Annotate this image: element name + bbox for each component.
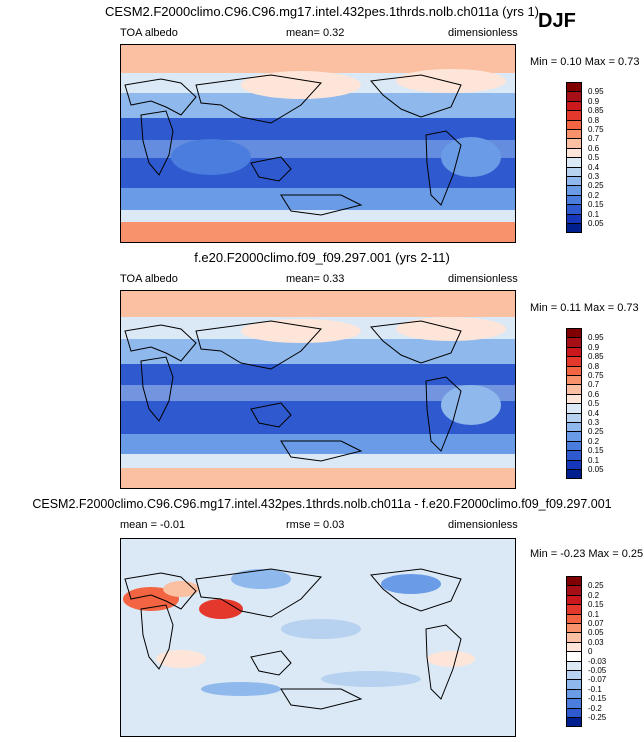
colorbar-tick-label: -0.07 xyxy=(588,675,607,685)
colorbar-tick-label: 0.9 xyxy=(588,342,600,352)
panel3-colorbar: 0.25 0.2 0.15 0.1 0.07 0.05 0.03 0 -0.03 -0.05 -0.… xyxy=(566,576,626,736)
panel2-title: f.e20.F2000climo.f09_f09.297.001 (yrs 2-… xyxy=(194,250,450,265)
panel2-map xyxy=(120,290,516,489)
p3-negative-anomaly xyxy=(381,574,441,594)
panel1-units-label: dimensionless xyxy=(448,27,518,39)
panel2-colorbar: 0.95 0.9 0.85 0.8 0.75 0.7 0.6 0.5 0.4 0.3 0.25 0.2… xyxy=(566,328,626,488)
panel1-minmax: Min = 0.10 Max = 0.73 xyxy=(530,56,640,68)
colorbar-tick-label: 0 xyxy=(588,647,593,657)
colorbar-tick-label: 0.7 xyxy=(588,134,600,144)
colorbar-tick-label: 0.95 xyxy=(588,333,604,343)
panel2-mean-label: mean= 0.33 xyxy=(286,273,345,285)
panel3-title: CESM2.F2000climo.C96.C96.mg17.intel.432p… xyxy=(32,497,612,511)
colorbar-tick-label: 0.03 xyxy=(588,637,604,647)
colorbar-tick-label: 0.95 xyxy=(588,87,604,97)
panel3-map xyxy=(120,538,516,737)
colorbar-tick-label: 0.5 xyxy=(588,153,600,163)
colorbar-tick-label: 0.75 xyxy=(588,125,604,134)
colorbar-tick-label: 0.8 xyxy=(588,361,600,371)
colorbar-tick-label: 0.1 xyxy=(588,609,600,619)
colorbar-tick-label: 0.2 xyxy=(588,190,600,200)
panel1-colorbar: 0.95 0.9 0.85 0.8 0.75 0.7 0.6 0.5 0.4 0.3 0.25 0.2… xyxy=(566,82,626,242)
colorbar-tick-label: 0.25 xyxy=(588,581,604,591)
panel1-variable-label: TOA albedo xyxy=(120,27,178,39)
colorbar-tick-label: 0.2 xyxy=(588,590,600,600)
colorbar-tick-label: 0.05 xyxy=(588,465,604,474)
colorbar-tick-label: 0.2 xyxy=(588,436,600,446)
p2-antarctic-band xyxy=(121,468,515,488)
colorbar-tick-label: 0.3 xyxy=(588,418,600,427)
panel3-minmax: Min = -0.23 Max = 0.25 xyxy=(530,548,644,560)
panel2-units-label: dimensionless xyxy=(448,273,518,285)
colorbar-tick-label: 0.75 xyxy=(588,371,604,380)
colorbar-tick-label: 0.6 xyxy=(588,143,600,153)
p1-antarctic-band xyxy=(121,222,515,242)
colorbar-swatch xyxy=(566,717,582,728)
season-label: DJF xyxy=(538,10,576,32)
colorbar-tick-label: 0.5 xyxy=(588,399,600,409)
colorbar-tick-label: 0.4 xyxy=(588,162,600,172)
colorbar-tick-label: -0.15 xyxy=(588,694,607,704)
colorbar-tick-label: 0.15 xyxy=(588,200,604,210)
colorbar-tick-label: 0.05 xyxy=(588,219,604,228)
colorbar-tick-label: 0.4 xyxy=(588,408,600,418)
panel3-units-label: dimensionless xyxy=(448,519,518,531)
p2-arctic-band xyxy=(121,291,515,317)
colorbar-tick-label: 0.85 xyxy=(588,352,604,362)
colorbar-tick-label: 0.3 xyxy=(588,172,600,181)
colorbar-tick-label: -0.05 xyxy=(588,666,607,675)
panel1-map xyxy=(120,44,516,243)
panel3-mean-label: mean = -0.01 xyxy=(120,519,186,531)
colorbar-tick-label: 0.25 xyxy=(588,181,604,191)
colorbar-tick-label: -0.1 xyxy=(588,684,602,694)
colorbar-tick-label: -0.25 xyxy=(588,713,607,722)
colorbar-tick-label: 0.8 xyxy=(588,115,600,125)
colorbar-swatch xyxy=(566,469,582,480)
panel2-minmax: Min = 0.11 Max = 0.73 xyxy=(530,302,639,314)
panel3-rmse-label: rmse = 0.03 xyxy=(286,519,345,531)
colorbar-tick-label: 0.25 xyxy=(588,427,604,437)
panel1-title: CESM2.F2000climo.C96.C96.mg17.intel.432p… xyxy=(104,4,540,19)
colorbar-tick-label: 0.85 xyxy=(588,106,604,116)
colorbar-tick-label: 0.1 xyxy=(588,455,600,465)
colorbar-tick-label: 0.6 xyxy=(588,389,600,399)
colorbar-tick-label: 0.15 xyxy=(588,600,604,610)
colorbar-tick-label: 0.05 xyxy=(588,628,604,638)
panel1-mean-label: mean= 0.32 xyxy=(286,27,345,39)
colorbar-tick-label: 0.15 xyxy=(588,446,604,456)
colorbar-swatch xyxy=(566,223,582,234)
colorbar-tick-label: 0.07 xyxy=(588,619,604,628)
colorbar-tick-label: 0.9 xyxy=(588,96,600,106)
p1-arctic-band xyxy=(121,45,515,73)
colorbar-tick-label: -0.03 xyxy=(588,656,607,666)
colorbar-tick-label: 0.1 xyxy=(588,209,600,219)
panel2-variable-label: TOA albedo xyxy=(120,273,178,285)
colorbar-tick-label: -0.2 xyxy=(588,703,602,713)
colorbar-tick-label: 0.7 xyxy=(588,380,600,390)
